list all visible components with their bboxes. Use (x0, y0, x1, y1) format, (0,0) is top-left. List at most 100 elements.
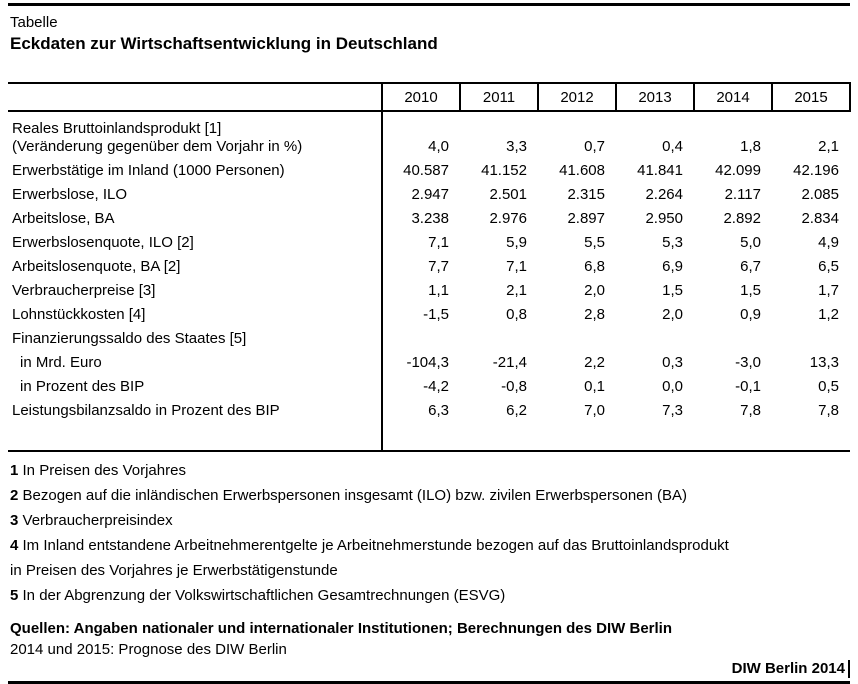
cell-value: -21,4 (492, 354, 527, 371)
cell-value: 7,1 (428, 234, 449, 251)
cell-value: 41.152 (481, 162, 527, 179)
row-label: Arbeitslose, BA (8, 207, 383, 231)
cell-value: 7,0 (584, 402, 605, 419)
cell-value: 2.264 (645, 186, 683, 203)
table-row: in Mrd. Euro -104,3 -21,4 2,2 0,3 -3,0 13,3 (8, 351, 850, 375)
cell-value: 2.501 (489, 186, 527, 203)
footnote-text: Bezogen auf die inländischen Erwerbspers… (22, 487, 688, 504)
cell-value: 6,3 (428, 402, 449, 419)
cell-value (460, 327, 538, 351)
footnote-text: Verbraucherpreisindex (22, 512, 173, 529)
cell-value: 1,5 (662, 282, 683, 299)
footnote-1: 1 In Preisen des Vorjahres (10, 462, 858, 479)
cell-value: 41.608 (559, 162, 605, 179)
publisher-credit: DIW Berlin 2014 (732, 660, 850, 678)
cell-value: 6,2 (506, 402, 527, 419)
footnote-marker: 3 (10, 512, 19, 529)
cell-value: -3,0 (735, 354, 761, 371)
footnotes: 1 In Preisen des Vorjahres 2 Bezogen auf… (10, 462, 858, 604)
forecast-note: 2014 und 2015: Prognose des DIW Berlin (10, 641, 287, 658)
table-row: Arbeitslosenquote, BA [2] 7,7 7,1 6,8 6,9 6,7… (8, 255, 850, 279)
table-row: Erwerbslose, ILO 2.947 2.501 2.315 2.264 2.11… (8, 183, 850, 207)
cell-value: 2.947 (411, 186, 449, 203)
cell-value: 6,9 (662, 258, 683, 275)
cell-value (382, 327, 460, 351)
cell-value: 4,0 (428, 138, 449, 155)
bottom-rule (8, 681, 850, 684)
table-bottom-spacer (8, 423, 850, 452)
footnote-text: In Preisen des Vorjahres (22, 462, 186, 479)
footnote-4: 4 Im Inland entstandene Arbeitnehmerentg… (10, 537, 858, 579)
row-label: Lohnstückkosten [4] (8, 303, 383, 327)
cell-value: 2,1 (818, 138, 839, 155)
cell-value: 1,2 (818, 306, 839, 323)
year-header: 2014 (693, 82, 773, 112)
cell-value: 1,8 (740, 138, 761, 155)
cell-value: 2,0 (662, 306, 683, 323)
cell-value: 42.196 (793, 162, 839, 179)
year-header: 2011 (459, 82, 539, 112)
cell-value: 7,8 (740, 402, 761, 419)
cell-value: 41.841 (637, 162, 683, 179)
table-row: Erwerbstätige im Inland (1000 Personen) 4… (8, 159, 850, 183)
row-label: Arbeitslosenquote, BA [2] (8, 255, 383, 279)
footnote-5: 5 In der Abgrenzung der Volkswirtschaftl… (10, 587, 858, 604)
sources: Quellen: Angaben nationaler und internat… (10, 620, 858, 658)
page-title: Eckdaten zur Wirtschaftsentwicklung in D… (10, 34, 438, 53)
table-row: Erwerbslosenquote, ILO [2] 7,1 5,9 5,5 5,3 5,… (8, 231, 850, 255)
table-row: Lohnstückkosten [4] -1,5 0,8 2,8 2,0 0,9 1,2 (8, 303, 850, 327)
cell-value: 5,9 (506, 234, 527, 251)
row-label: in Prozent des BIP (8, 375, 383, 399)
cell-value: 5,0 (740, 234, 761, 251)
footnote-marker: 5 (10, 587, 19, 604)
credit-row: DIW Berlin 2014 (0, 660, 850, 678)
cell-value: 2.950 (645, 210, 683, 227)
cell-value: 7,7 (428, 258, 449, 275)
cell-value (694, 327, 772, 351)
table-row: Verbraucherpreise [3] 1,1 2,1 2,0 1,5 1,5 1,7 (8, 279, 850, 303)
row-label: Erwerbstätige im Inland (1000 Personen) (8, 159, 383, 183)
cell-value: -0,1 (735, 378, 761, 395)
cell-value (772, 327, 850, 351)
row-label: Erwerbslose, ILO (8, 183, 383, 207)
cell-value: 6,7 (740, 258, 761, 275)
cell-value: -1,5 (423, 306, 449, 323)
cell-value: 0,8 (506, 306, 527, 323)
cell-value: -4,2 (423, 378, 449, 395)
footnote-text: In der Abgrenzung der Volkswirtschaftlic… (22, 587, 506, 604)
row-label: in Mrd. Euro (8, 351, 383, 375)
table-row: Leistungsbilanzsaldo in Prozent des BIP 6… (8, 399, 850, 423)
cell-value: 3,3 (506, 138, 527, 155)
row-label: Leistungsbilanzsaldo in Prozent des BIP (8, 399, 383, 423)
cell-value: 0,4 (662, 138, 683, 155)
cell-value: -104,3 (406, 354, 449, 371)
cell-value: 2,1 (506, 282, 527, 299)
cell-value: 2.976 (489, 210, 527, 227)
cell-value (538, 327, 616, 351)
sources-line: Quellen: Angaben nationaler und internat… (10, 620, 672, 637)
table-row: Reales Bruttoinlandsprodukt [1] (Veränder… (8, 111, 850, 159)
footnote-marker: 4 (10, 537, 19, 554)
cell-value: 1,5 (740, 282, 761, 299)
cell-value: 7,1 (506, 258, 527, 275)
table-row: Arbeitslose, BA 3.238 2.976 2.897 2.950 2.892… (8, 207, 850, 231)
cell-value: 1,1 (428, 282, 449, 299)
cell-value: 2,2 (584, 354, 605, 371)
table-body: Reales Bruttoinlandsprodukt [1] (Veränder… (8, 111, 850, 423)
cell-value: 7,8 (818, 402, 839, 419)
year-header: 2013 (615, 82, 695, 112)
row-label: Verbraucherpreise [3] (8, 279, 383, 303)
cell-value: 40.587 (403, 162, 449, 179)
cell-value (616, 327, 694, 351)
footnote-marker: 1 (10, 462, 19, 479)
cell-value: -0,8 (501, 378, 527, 395)
economic-data-table: 2010 2011 2012 2013 2014 2015 Reales Bru… (8, 82, 851, 452)
table-kicker: Tabelle (10, 14, 58, 31)
cell-value: 0,7 (584, 138, 605, 155)
footnote-marker: 2 (10, 487, 19, 504)
cell-value: 6,8 (584, 258, 605, 275)
year-header: 2015 (771, 82, 851, 112)
footnote-2: 2 Bezogen auf die inländischen Erwerbspe… (10, 487, 858, 504)
cell-value: 0,9 (740, 306, 761, 323)
